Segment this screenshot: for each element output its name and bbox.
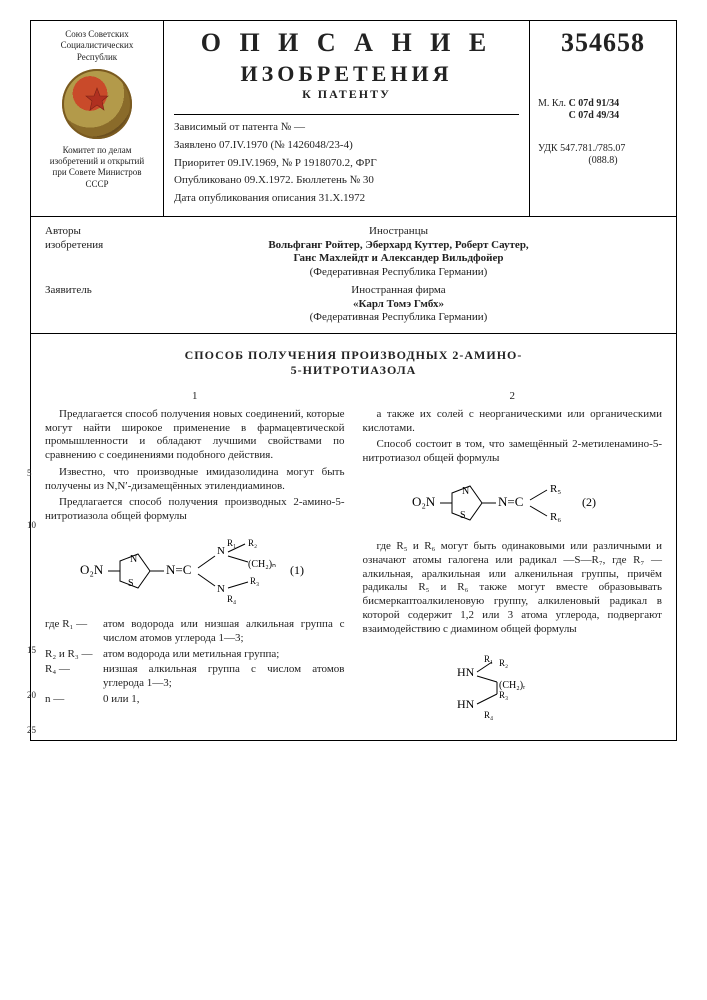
state-line: Союз Советских <box>37 29 157 40</box>
line-number: 15 <box>27 645 36 656</box>
udk2: (088.8) <box>538 155 668 168</box>
svg-text:N: N <box>462 486 469 497</box>
foreign-firm: Иностранная фирма <box>135 284 662 298</box>
patent-number: 354658 <box>538 27 668 60</box>
def-label: n — <box>45 693 103 707</box>
line-number: 10 <box>27 520 36 531</box>
header-middle: О П И С А Н И Е ИЗОБРЕТЕНИЯ К ПАТЕНТУ За… <box>164 21 530 216</box>
mkl-label: М. Кл. <box>538 98 566 109</box>
priority-line: Приоритет 09.IV.1969, № P 1918070.2, ФРГ <box>174 157 519 171</box>
invention-title: СПОСОБ ПОЛУЧЕНИЯ ПРОИЗВОДНЫХ 2-АМИНО- 5-… <box>31 348 676 378</box>
authors-label-2: изобретения <box>45 239 103 251</box>
state-line: Социалистических <box>37 40 157 51</box>
svg-text:S: S <box>460 510 466 521</box>
doc-title2: ИЗОБРЕТЕНИЯ <box>174 60 519 88</box>
formula-2: O₂N N S N=C R₅ R₆ (2) <box>363 476 663 530</box>
mkl2: C 07d 49/34 <box>569 110 620 121</box>
svg-text:O₂N: O₂N <box>80 562 104 577</box>
definitions: где R₁ —атом водорода или низшая алкильн… <box>45 618 345 707</box>
svg-text:S: S <box>128 578 134 589</box>
udk-block: УДК 547.781./785.07 (088.8) <box>538 143 668 168</box>
mkl1: C 07d 91/34 <box>569 98 620 109</box>
dependent-line: Зависимый от патента № — <box>174 121 519 135</box>
authors-block: Авторы изобретения Иностранцы Вольфганг … <box>31 217 676 334</box>
paragraph: Предлагается способ получения производны… <box>45 496 345 524</box>
committee-line: СССР <box>37 179 157 190</box>
svg-text:O₂N: O₂N <box>412 494 436 509</box>
svg-text:(2): (2) <box>582 495 596 509</box>
svg-text:R₃: R₃ <box>499 690 508 700</box>
col-number: 1 <box>45 390 345 404</box>
state-emblem-icon <box>62 69 132 139</box>
formula-3: HN R₁ R₂ (CH₂)ᵣ HN R₄ R₃ <box>363 646 663 725</box>
def-label: R₄ — <box>45 663 103 691</box>
committee-line: при Совете Министров <box>37 167 157 178</box>
svg-text:(1): (1) <box>290 563 304 577</box>
paragraph: а также их солей с неорганическими или о… <box>363 408 663 436</box>
svg-text:R₆: R₆ <box>550 511 561 523</box>
column-1: 1 Предлагается способ получения новых со… <box>45 390 345 736</box>
authors-body: Иностранцы Вольфганг Ройтер, Эберхард Ку… <box>135 225 662 280</box>
committee-line: Комитет по делам <box>37 145 157 156</box>
svg-text:R₃: R₃ <box>250 576 259 586</box>
col-number: 2 <box>363 390 663 404</box>
svg-text:N: N <box>217 583 225 595</box>
filed-line: Заявлено 07.IV.1970 (№ 1426048/23-4) <box>174 139 519 153</box>
line-number: 25 <box>27 725 36 736</box>
patent-page: Союз Советских Социалистических Республи… <box>30 20 677 741</box>
def-label: R₂ и R₃ — <box>45 648 103 662</box>
doc-title: О П И С А Н И Е <box>174 27 519 60</box>
svg-text:N=C: N=C <box>498 494 523 509</box>
svg-text:HN: HN <box>457 665 475 679</box>
state-line: Республик <box>37 52 157 63</box>
author-names2: Ганс Махлейдт и Александер Вильдфойер <box>135 252 662 266</box>
body-columns: 1 Предлагается способ получения новых со… <box>31 390 676 740</box>
udk: 547.781./785.07 <box>560 143 625 154</box>
country: (Федеративная Республика Германии) <box>135 266 662 280</box>
divider <box>174 114 519 115</box>
line-number: 5 <box>27 468 32 479</box>
def-text: атом водорода или метильная группа; <box>103 648 345 662</box>
published-line: Опубликовано 09.X.1972. Бюллетень № 30 <box>174 174 519 188</box>
udk-label: УДК <box>538 143 558 154</box>
committee-line: изобретений и открытий <box>37 156 157 167</box>
svg-text:R₅: R₅ <box>550 483 561 495</box>
authors-label: Авторы изобретения <box>45 225 135 280</box>
svg-text:R₄: R₄ <box>484 710 493 720</box>
formula-1: O₂N N S N=C N R₁ R₂ (CH₂)ₙ N R₄ <box>45 534 345 608</box>
doc-subtitle: К ПАТЕНТУ <box>174 87 519 102</box>
header-right: 354658 М. Кл. C 07d 91/34 М. Кл. C 07d 4… <box>530 21 676 216</box>
svg-text:R₂: R₂ <box>248 538 257 548</box>
pubdate-line: Дата опубликования описания 31.X.1972 <box>174 192 519 206</box>
line-number: 20 <box>27 690 36 701</box>
firm-name: «Карл Томэ Гмбх» <box>135 298 662 312</box>
country: (Федеративная Республика Германии) <box>135 311 662 325</box>
paragraph: где R₅ и R₆ могут быть одинаковыми или р… <box>363 540 663 636</box>
svg-text:N: N <box>130 554 137 565</box>
applicant-body: Иностранная фирма «Карл Томэ Гмбх» (Феде… <box>135 284 662 325</box>
svg-text:R₄: R₄ <box>227 594 236 604</box>
applicant-label: Заявитель <box>45 284 135 325</box>
def-label: где R₁ — <box>45 618 103 646</box>
paragraph: Известно, что производные имидазолидина … <box>45 466 345 494</box>
def-text: атом водорода или низшая алкильная групп… <box>103 618 345 646</box>
header: Союз Советских Социалистических Республи… <box>31 21 676 217</box>
def-text: низшая алкильная группа с числом атомов … <box>103 663 345 691</box>
authors-label-1: Авторы <box>45 225 81 237</box>
svg-text:N: N <box>217 545 225 557</box>
svg-text:HN: HN <box>457 697 475 711</box>
svg-text:R₂: R₂ <box>499 658 508 668</box>
paragraph: Способ состоит в том, что замещённый 2-м… <box>363 438 663 466</box>
svg-text:N=C: N=C <box>166 562 191 577</box>
author-names: Вольфганг Ройтер, Эберхард Куттер, Робер… <box>135 239 662 253</box>
mkl-block: М. Кл. C 07d 91/34 М. Кл. C 07d 49/34 <box>538 98 668 123</box>
def-text: 0 или 1, <box>103 693 345 707</box>
column-2: 2 а также их солей с неорганическими или… <box>363 390 663 736</box>
foreigners: Иностранцы <box>135 225 662 239</box>
svg-text:R₁: R₁ <box>227 538 236 548</box>
header-left: Союз Советских Социалистических Республи… <box>31 21 164 216</box>
svg-text:(CH₂)ₙ: (CH₂)ₙ <box>248 559 276 570</box>
paragraph: Предлагается способ получения новых соед… <box>45 408 345 463</box>
